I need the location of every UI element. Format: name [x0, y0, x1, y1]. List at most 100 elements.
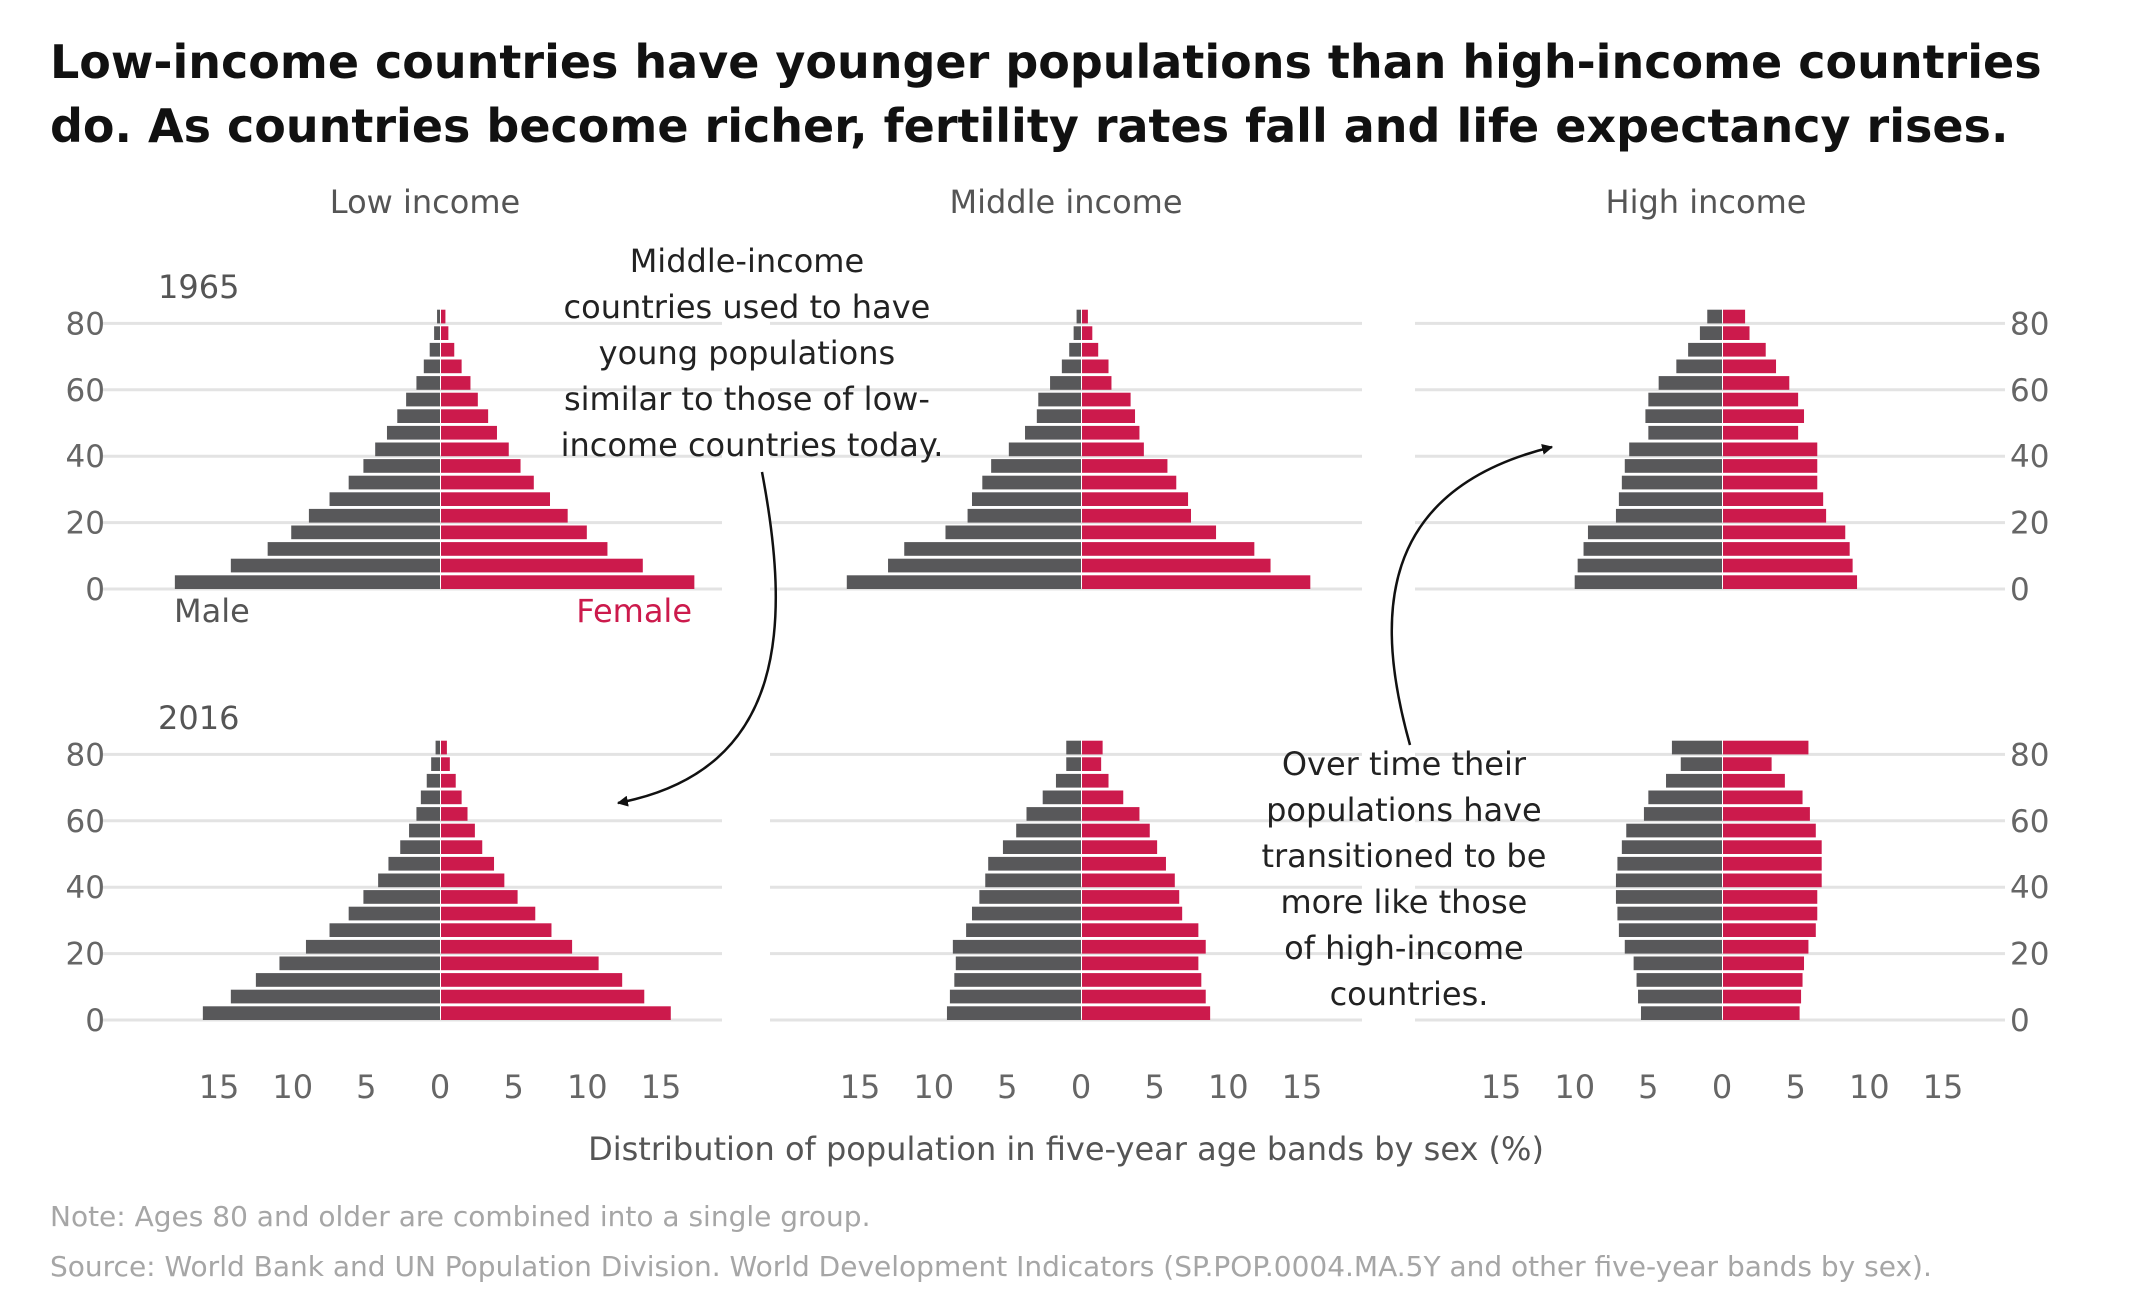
bar-female-high-income-1965-15-19	[1723, 525, 1846, 540]
bar-female-high-income-2016-75-79	[1723, 757, 1772, 771]
y-tick-label-left-2016: 60	[66, 804, 105, 840]
y-tick-label-left-1965: 0	[85, 572, 105, 608]
bar-female-high-income-1965-0-4	[1723, 575, 1858, 589]
x-tick-label: 10	[1849, 1068, 1890, 1106]
bar-male-middle-income-2016-15-19	[955, 956, 1081, 971]
y-tick-label-left-1965: 80	[66, 306, 105, 342]
y-tick-label-left-1965: 20	[66, 506, 105, 542]
x-tick-label: 15	[1923, 1068, 1964, 1106]
bar-female-high-income-2016-55-59	[1723, 823, 1816, 838]
year-label-1965: 1965	[158, 268, 239, 306]
bar-female-high-income-2016-35-39	[1723, 890, 1818, 904]
x-tick-label: 0	[1071, 1068, 1091, 1106]
bar-male-low-income-1965-55-59	[406, 392, 440, 407]
bar-female-low-income-2016-60-64	[441, 807, 468, 821]
bar-male-low-income-1965-5-9	[230, 558, 440, 573]
x-tick-label: 5	[1638, 1068, 1658, 1106]
bar-male-high-income-2016-55-59	[1626, 823, 1722, 838]
x-axis-title: Distribution of population in five-year …	[588, 1130, 1544, 1168]
bar-male-middle-income-2016-5-9	[949, 989, 1081, 1004]
source-note: Source: World Bank and UN Population Div…	[50, 1250, 1932, 1283]
bar-female-low-income-1965-5-9	[441, 558, 643, 573]
bar-male-middle-income-1965-70-74	[1069, 342, 1081, 357]
bar-female-middle-income-2016-0-4	[1082, 1006, 1211, 1020]
bar-female-middle-income-1965-10-14	[1082, 542, 1255, 556]
x-tick-label: 5	[503, 1068, 523, 1106]
bar-female-high-income-1965-20-24	[1723, 508, 1827, 523]
y-tick-label-right-2016: 0	[2010, 1003, 2030, 1039]
annotation-arrow-to-low-income-2016	[616, 471, 777, 807]
bar-female-middle-income-2016-20-24	[1082, 939, 1206, 954]
bar-female-middle-income-2016-5-9	[1082, 989, 1206, 1004]
bar-female-middle-income-1965-45-49	[1082, 425, 1140, 440]
bar-male-middle-income-1965-55-59	[1038, 392, 1081, 407]
bar-female-low-income-1965-80+	[441, 309, 446, 324]
x-tick-label: 15	[1481, 1068, 1522, 1106]
bar-male-high-income-2016-35-39	[1615, 890, 1722, 904]
bar-male-low-income-2016-25-29	[329, 923, 440, 937]
bar-female-middle-income-1965-25-29	[1082, 492, 1189, 506]
bar-male-middle-income-2016-40-44	[985, 873, 1081, 888]
bar-female-high-income-1965-45-49	[1723, 425, 1799, 440]
bar-male-high-income-1965-50-54	[1645, 409, 1722, 423]
bar-male-high-income-2016-65-69	[1648, 790, 1722, 805]
bar-male-middle-income-2016-0-4	[946, 1006, 1081, 1020]
bar-male-high-income-1965-15-19	[1587, 525, 1722, 540]
bar-female-low-income-2016-5-9	[441, 989, 645, 1004]
bar-female-low-income-1965-60-64	[441, 376, 471, 390]
bar-male-low-income-2016-60-64	[416, 807, 440, 821]
x-tick-label: 0	[1712, 1068, 1732, 1106]
bar-female-high-income-1965-80+	[1723, 309, 1746, 324]
y-tick-label-left-1965: 60	[66, 373, 105, 409]
bar-male-middle-income-1965-5-9	[888, 558, 1081, 573]
x-tick-label: 10	[1208, 1068, 1249, 1106]
bar-male-high-income-2016-25-29	[1618, 923, 1722, 937]
bar-male-low-income-1965-20-24	[308, 508, 440, 523]
y-tick-label-right-1965: 40	[2010, 439, 2049, 475]
y-tick-label-left-2016: 80	[66, 737, 105, 773]
bar-male-middle-income-1965-10-14	[904, 542, 1081, 556]
bar-female-middle-income-2016-10-14	[1082, 973, 1202, 987]
annotation-transition: Over time their populations have transit…	[1261, 745, 1556, 1013]
bar-male-high-income-1965-80+	[1707, 309, 1722, 324]
x-tick-label: 5	[1785, 1068, 1805, 1106]
bar-male-low-income-1965-40-44	[375, 442, 440, 457]
bar-female-low-income-2016-65-69	[441, 790, 462, 805]
year-label-2016: 2016	[158, 699, 239, 737]
bar-male-high-income-2016-10-14	[1636, 973, 1722, 987]
bar-male-low-income-1965-15-19	[291, 525, 440, 540]
bar-female-low-income-2016-25-29	[441, 923, 552, 937]
bar-female-high-income-2016-50-54	[1723, 840, 1822, 854]
bar-male-middle-income-1965-40-44	[1008, 442, 1081, 457]
bar-female-low-income-2016-0-4	[441, 1006, 671, 1020]
bar-male-low-income-2016-0-4	[202, 1006, 440, 1020]
bar-male-middle-income-1965-25-29	[971, 492, 1081, 506]
bar-female-high-income-2016-0-4	[1723, 1006, 1800, 1020]
annotation-middle-income-past: Middle-income countries used to have you…	[561, 242, 944, 464]
bar-female-middle-income-2016-15-19	[1082, 956, 1199, 971]
x-tick-label: 15	[1282, 1068, 1323, 1106]
legend-female-label: Female	[576, 592, 692, 630]
legend-male-label: Male	[174, 592, 250, 630]
bar-female-low-income-1965-35-39	[441, 459, 521, 473]
bar-female-middle-income-2016-35-39	[1082, 890, 1180, 904]
bar-female-low-income-2016-20-24	[441, 939, 573, 954]
x-tick-label: 5	[356, 1068, 376, 1106]
annotation-arrow-to-high-income-1965	[1390, 444, 1554, 746]
bar-female-middle-income-2016-75-79	[1082, 757, 1102, 771]
bar-male-low-income-2016-40-44	[378, 873, 440, 888]
bar-female-low-income-2016-75-79	[441, 757, 450, 771]
bar-female-low-income-1965-30-34	[441, 475, 534, 490]
bar-male-low-income-1965-65-69	[423, 359, 440, 374]
bar-male-high-income-1965-35-39	[1624, 459, 1722, 473]
bar-female-middle-income-2016-60-64	[1082, 807, 1140, 821]
y-tick-label-left-1965: 40	[66, 439, 105, 475]
bar-male-middle-income-1965-15-19	[945, 525, 1081, 540]
bar-male-middle-income-1965-65-69	[1061, 359, 1081, 374]
bar-female-high-income-1965-50-54	[1723, 409, 1805, 423]
bar-male-low-income-2016-70-74	[426, 773, 440, 788]
bar-female-high-income-2016-15-19	[1723, 956, 1805, 971]
bar-female-high-income-1965-25-29	[1723, 492, 1824, 506]
bar-male-high-income-2016-5-9	[1638, 989, 1722, 1004]
bar-male-low-income-2016-75-79	[431, 757, 440, 771]
